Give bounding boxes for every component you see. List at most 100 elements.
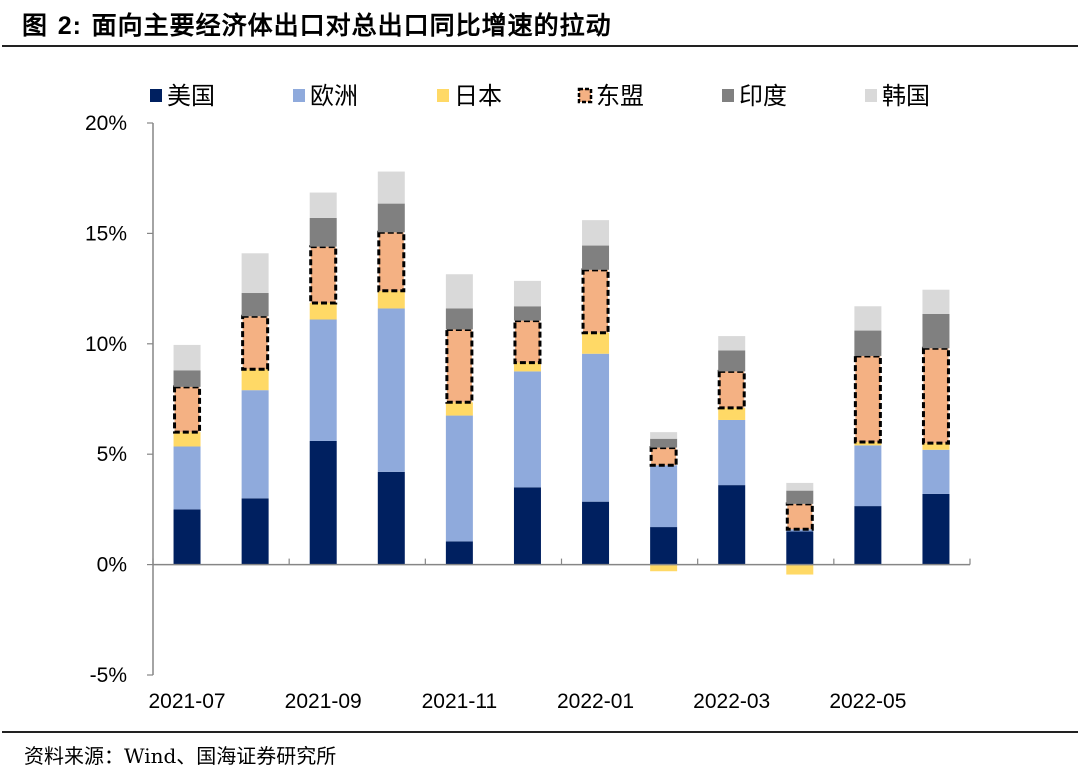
legend-label-东盟: 东盟: [596, 82, 644, 110]
legend-item-欧洲: 欧洲: [293, 82, 358, 110]
bar-segment-韩国: [582, 220, 610, 246]
bar-segment-日本: [650, 564, 678, 572]
bar-segment-东盟: [853, 354, 882, 444]
legend: 美国 欧洲 日本 东盟 印度 韩国: [150, 82, 930, 110]
legend-swatch-日本: [437, 89, 449, 102]
bar-segment-印度: [309, 217, 337, 247]
bar-segment-欧洲: [377, 308, 405, 472]
bar-segment-美国: [786, 531, 814, 565]
bar-stack-2021-11: [445, 274, 474, 565]
legend-item-印度: 印度: [722, 82, 787, 110]
y-tick-label: 15%: [85, 222, 127, 245]
bar-segment-韩国: [922, 289, 950, 314]
bar-segment-东盟: [785, 502, 814, 531]
bars: [173, 171, 950, 575]
bar-segment-东盟: [173, 385, 202, 434]
legend-swatch-美国: [150, 89, 162, 102]
y-tick-label: 0%: [97, 554, 127, 577]
bar-segment-印度: [922, 313, 950, 349]
bar-segment-印度: [445, 308, 473, 330]
bar-segment-日本: [854, 442, 882, 446]
bar-segment-印度: [854, 330, 882, 356]
x-tick-label: 2022-05: [829, 690, 906, 713]
bar-segment-韩国: [173, 344, 201, 371]
bar-segment-印度: [650, 438, 678, 448]
bar-segment-美国: [854, 506, 882, 565]
bar-segment-欧洲: [786, 529, 814, 532]
x-tick-label: 2021-07: [149, 690, 226, 713]
bar-segment-韩国: [241, 253, 269, 294]
bar-segment-东盟: [717, 369, 746, 410]
bar-segment-美国: [377, 471, 405, 565]
y-tick-label: 20%: [85, 112, 127, 135]
legend-item-日本: 日本: [437, 82, 502, 110]
legend-item-韩国: 韩国: [865, 82, 930, 110]
bar-segment-印度: [582, 245, 610, 270]
bar-segment-东盟: [649, 446, 678, 467]
bar-segment-美国: [241, 498, 269, 565]
bar-segment-东盟: [581, 268, 610, 335]
x-tick-label: 2021-11: [422, 690, 498, 713]
title-text: 面向主要经济体出口对总出口同比增速的拉动: [81, 11, 612, 40]
bar-segment-东盟: [309, 245, 338, 305]
bar-segment-韩国: [854, 306, 882, 331]
y-tick-label: -5%: [90, 664, 127, 687]
legend-swatch-印度: [722, 89, 734, 102]
bar-stack-2022-01: [581, 220, 610, 565]
title-number: 2:: [57, 12, 82, 40]
bar-stack-2021-09: [309, 192, 338, 565]
bar-stack-2021-12: [513, 280, 542, 565]
x-axis: 2021-07 2021-09 2021-11 2022-01 2022-03 2022-…: [149, 558, 971, 713]
legend-label-日本: 日本: [454, 82, 502, 110]
bar-stack-2022-05: [853, 306, 882, 565]
bar-segment-美国: [173, 509, 201, 565]
bar-segment-美国: [650, 527, 678, 565]
bar-segment-日本: [173, 432, 201, 447]
bar-segment-东盟: [513, 319, 542, 365]
bar-segment-日本: [513, 362, 541, 372]
bar-segment-日本: [309, 302, 337, 320]
legend-label-韩国: 韩国: [882, 82, 930, 110]
bar-segment-日本: [786, 564, 814, 575]
bar-segment-日本: [922, 443, 950, 450]
chart-title: 图 2: 面向主要经济体出口对总出口同比增速的拉动: [22, 6, 612, 42]
bar-segment-印度: [718, 350, 746, 372]
y-tick-label: 5%: [97, 443, 127, 466]
bar-segment-韩国: [786, 482, 814, 491]
bar-segment-印度: [513, 306, 541, 321]
bar-segment-东盟: [241, 314, 270, 371]
bar-segment-韩国: [513, 280, 541, 307]
legend-swatch-韩国: [865, 89, 877, 102]
bar-segment-韩国: [445, 274, 473, 309]
bar-segment-日本: [241, 369, 269, 391]
bar-segment-印度: [377, 203, 405, 233]
bar-segment-欧洲: [173, 446, 201, 510]
bar-segment-欧洲: [922, 449, 950, 494]
stacked-bar-chart: 美国 欧洲 日本 东盟 印度 韩国 -5%0%5%10%15%20% 2021-07 202…: [85, 82, 971, 713]
bar-segment-欧洲: [718, 419, 746, 486]
bar-segment-印度: [786, 490, 814, 504]
title-prefix: 图: [22, 11, 58, 40]
bar-segment-美国: [513, 487, 541, 565]
bar-segment-美国: [582, 501, 610, 565]
bar-segment-美国: [309, 440, 337, 565]
x-tick-label: 2022-01: [557, 690, 634, 713]
bar-segment-欧洲: [513, 371, 541, 488]
bar-stack-2021-07: [173, 344, 202, 565]
bar-segment-欧洲: [854, 445, 882, 507]
bar-segment-印度: [241, 293, 269, 317]
bar-segment-韩国: [718, 336, 746, 351]
bar-segment-欧洲: [650, 465, 678, 528]
bar-stack-2022-04: [785, 482, 814, 575]
bar-segment-日本: [582, 332, 610, 354]
y-tick-label: 10%: [85, 333, 127, 356]
bar-segment-韩国: [309, 192, 337, 218]
bar-segment-欧洲: [582, 353, 610, 502]
x-tick-label: 2021-09: [285, 690, 362, 713]
bar-segment-欧洲: [445, 415, 473, 542]
source-note: 资料来源：Wind、国海证券研究所: [24, 744, 337, 768]
legend-swatch-欧洲: [293, 89, 305, 102]
bar-segment-印度: [173, 370, 201, 387]
bar-segment-日本: [718, 407, 746, 420]
bar-stack-2022-03: [717, 336, 746, 565]
